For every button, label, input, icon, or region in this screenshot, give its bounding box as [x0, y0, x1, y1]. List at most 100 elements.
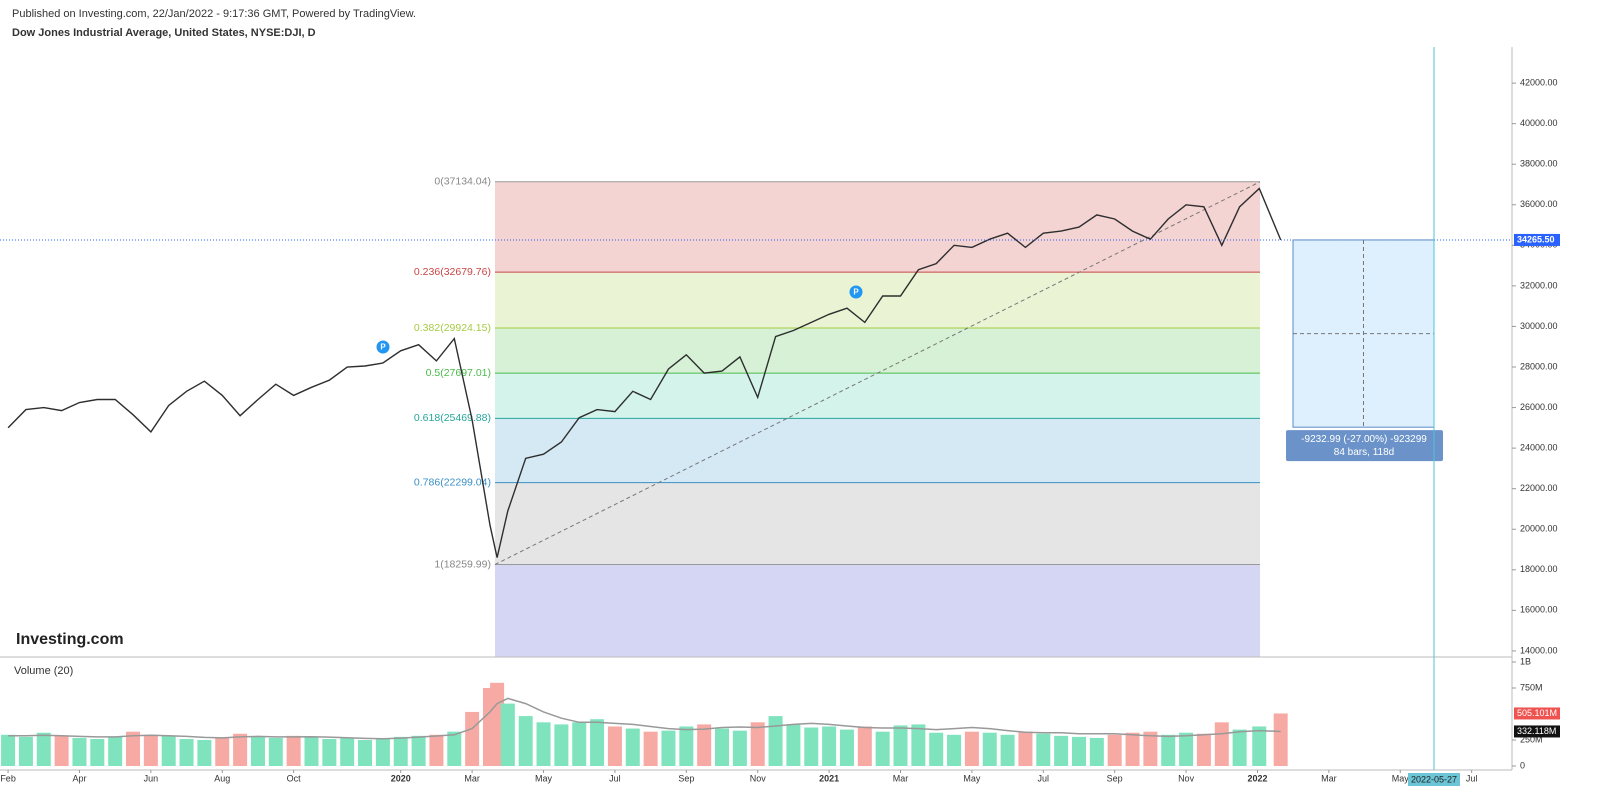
volume-bar	[947, 734, 962, 766]
fib-label: 0(37134.04)	[434, 176, 491, 188]
volume-bar	[268, 737, 283, 766]
volume-bar	[554, 724, 569, 766]
volume-bar	[1107, 734, 1122, 766]
x-tick-label: 2021	[819, 773, 839, 783]
x-tick-label: Nov	[1178, 773, 1195, 783]
x-tick-label: May	[535, 773, 553, 783]
x-tick-label: Sep	[678, 773, 694, 783]
volume-bar	[715, 728, 730, 766]
volume-bar	[429, 734, 444, 766]
x-tick-label: 2022	[1247, 773, 1267, 783]
volume-bar	[625, 728, 640, 766]
volume-bar	[1179, 732, 1194, 766]
volume-bar	[643, 731, 658, 766]
volume-bar	[233, 733, 248, 766]
ma-last-box	[1514, 725, 1560, 738]
fib-label: 1(18259.99)	[434, 558, 491, 570]
volume-tick-label: 750M	[1520, 682, 1543, 692]
x-tick-label: May	[1392, 773, 1410, 783]
volume-bar	[590, 719, 605, 766]
fib-band	[495, 418, 1260, 483]
measure-label: -9232.99 (-27.00%) -923299	[1301, 434, 1427, 445]
x-tick-label: Mar	[464, 773, 480, 783]
volume-bar	[1143, 731, 1158, 766]
event-marker	[849, 285, 863, 299]
fib-label: 0.236(32679.76)	[414, 266, 491, 278]
volume-bar	[768, 716, 783, 766]
measure-bars: 84 bars, 118d	[1334, 447, 1394, 458]
fib-label: 0.5(27697.01)	[426, 367, 491, 379]
volume-bar	[839, 729, 854, 766]
last-price-label: 34265.50	[1517, 234, 1555, 244]
volume-bar	[1, 734, 16, 766]
x-tick-label: Apr	[72, 773, 86, 783]
x-tick-label: Jul	[1466, 773, 1478, 783]
y-tick-label: 30000.00	[1520, 321, 1558, 331]
date-tag	[1408, 773, 1460, 786]
volume-bar	[1018, 731, 1033, 766]
volume-bar	[18, 736, 33, 766]
volume-title: Volume (20)	[14, 665, 73, 677]
fib-label: 0.382(29924.15)	[414, 322, 491, 334]
volume-bar	[750, 722, 765, 766]
volume-bar	[1196, 733, 1211, 766]
volume-bar	[411, 735, 426, 766]
volume-bar	[1161, 734, 1176, 766]
published: Published on Investing.com, 22/Jan/2022 …	[12, 8, 416, 20]
date-label: 2022-05-27	[1411, 774, 1457, 784]
x-tick-label: Jul	[609, 773, 621, 783]
volume-tick-label: 250M	[1520, 734, 1543, 744]
y-tick-label: 28000.00	[1520, 361, 1558, 371]
y-tick-label: 24000.00	[1520, 442, 1558, 452]
y-tick-label: 42000.00	[1520, 77, 1558, 87]
x-tick-label: Nov	[750, 773, 767, 783]
logo: Investing.com	[16, 631, 124, 648]
volume-bar	[572, 722, 587, 766]
x-tick-label: Jul	[1038, 773, 1050, 783]
y-tick-label: 20000.00	[1520, 524, 1558, 534]
y-tick-label: 36000.00	[1520, 199, 1558, 209]
event-label: P	[853, 288, 859, 297]
volume-bar	[1252, 726, 1267, 766]
volume-bar	[72, 737, 87, 766]
volume-bar	[822, 726, 837, 766]
volume-last-box	[1514, 707, 1560, 720]
volume-bar	[393, 736, 408, 766]
y-tick-label: 18000.00	[1520, 564, 1558, 574]
volume-bar	[786, 724, 801, 766]
volume-bar	[679, 726, 694, 766]
y-tick-label: 32000.00	[1520, 280, 1558, 290]
volume-bar	[1000, 734, 1015, 766]
y-tick-label: 16000.00	[1520, 605, 1558, 615]
y-tick-label: 38000.00	[1520, 159, 1558, 169]
volume-bar	[1273, 713, 1288, 766]
x-tick-label: Oct	[287, 773, 302, 783]
volume-bar	[857, 726, 872, 766]
volume-bar	[1232, 729, 1247, 766]
volume-tick-label: 1B	[1520, 656, 1531, 666]
volume-bar	[36, 732, 51, 766]
volume-bar	[1071, 736, 1086, 766]
x-tick-label: Jun	[144, 773, 159, 783]
volume-bar	[108, 736, 123, 766]
y-tick-label: 22000.00	[1520, 483, 1558, 493]
volume-bar	[161, 735, 176, 766]
volume-tick-label: 0	[1520, 760, 1525, 770]
fib-band	[495, 327, 1260, 374]
volume-bar	[661, 730, 676, 766]
fib-band	[495, 181, 1260, 273]
volume-bar	[1089, 737, 1104, 766]
x-tick-label: 2020	[391, 773, 411, 783]
y-tick-label: 14000.00	[1520, 645, 1558, 655]
volume-bar	[911, 724, 926, 766]
fib-label: 0.786(22299.04)	[414, 476, 491, 488]
volume-bar	[697, 724, 712, 766]
volume-bar	[322, 738, 337, 766]
measure-label-box	[1286, 430, 1443, 462]
fib-band	[495, 272, 1260, 328]
x-tick-label: Aug	[214, 773, 230, 783]
volume-bar	[197, 739, 212, 766]
volume-bar	[90, 738, 105, 766]
volume-bar	[490, 682, 505, 766]
